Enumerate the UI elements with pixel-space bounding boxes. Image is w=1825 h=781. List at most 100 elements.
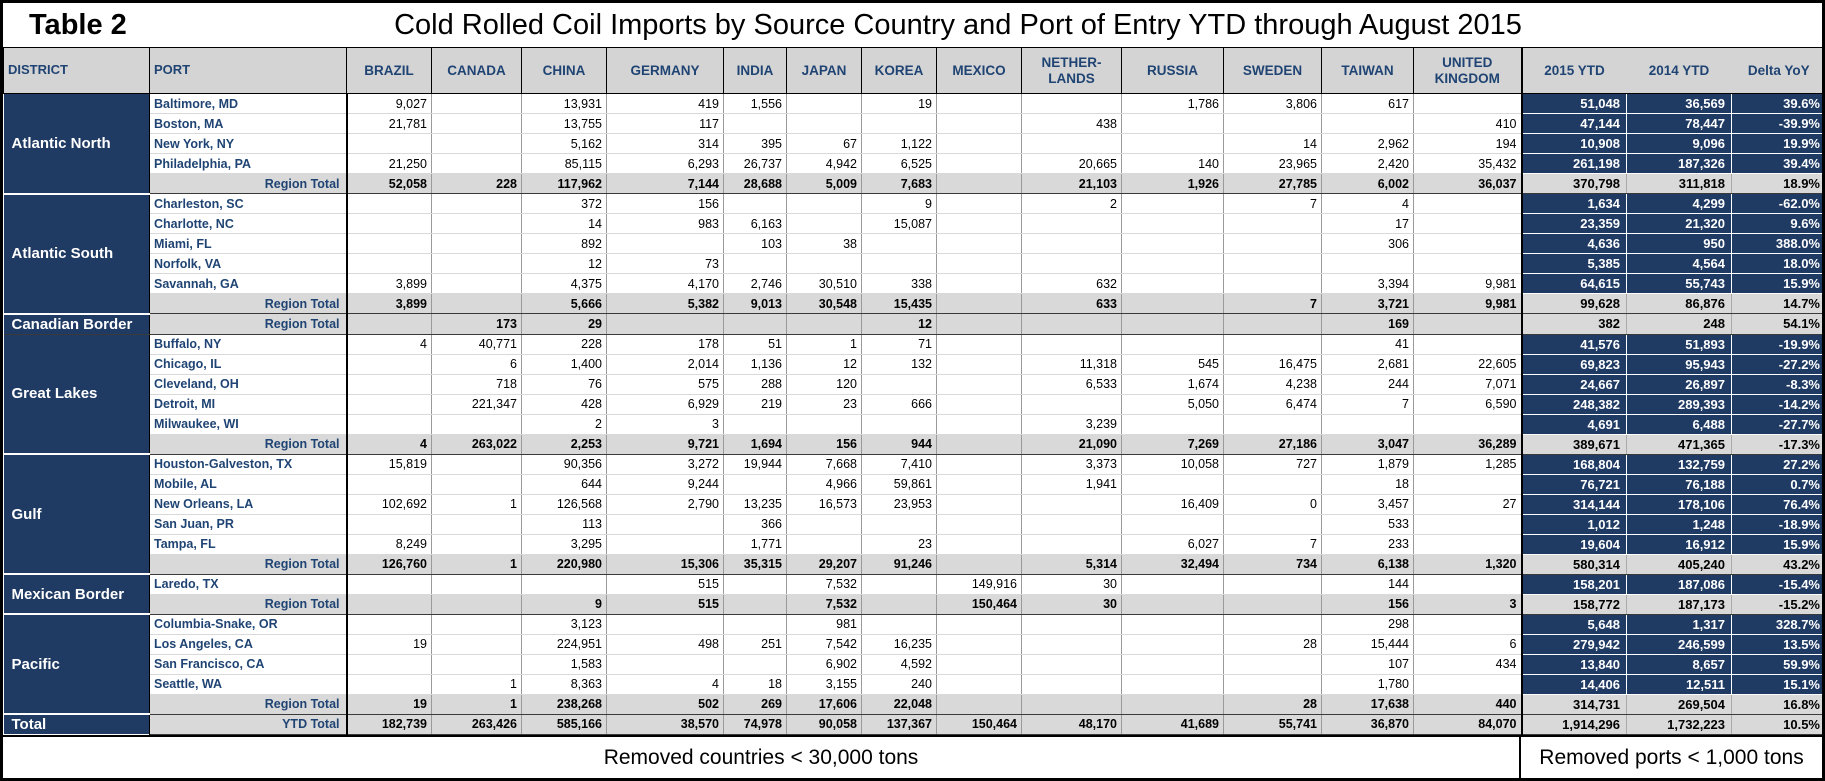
delta-yoy-cell[interactable]: 18.9% — [1731, 173, 1822, 194]
value-cell[interactable] — [1021, 213, 1122, 234]
value-cell[interactable]: 228 — [521, 334, 607, 355]
value-cell[interactable]: 251 — [723, 634, 787, 655]
value-cell[interactable] — [786, 514, 862, 535]
ytd-cell[interactable]: 13,840 — [1520, 654, 1627, 675]
value-cell[interactable] — [861, 253, 937, 274]
value-cell[interactable]: 585,166 — [521, 714, 607, 735]
value-cell[interactable]: 338 — [861, 273, 937, 294]
column-header-korea[interactable]: KOREA — [861, 47, 937, 94]
value-cell[interactable] — [431, 133, 522, 154]
value-cell[interactable]: 419 — [606, 93, 724, 114]
value-cell[interactable]: 718 — [431, 374, 522, 395]
value-cell[interactable] — [1413, 313, 1522, 335]
ytd-cell[interactable]: 47,144 — [1520, 113, 1627, 134]
value-cell[interactable]: 126,760 — [346, 554, 432, 575]
value-cell[interactable]: 727 — [1223, 454, 1322, 475]
value-cell[interactable] — [1021, 514, 1122, 535]
value-cell[interactable]: 1,136 — [723, 354, 787, 375]
value-cell[interactable]: 314 — [606, 133, 724, 154]
ytd-cell[interactable]: 9,096 — [1626, 133, 1732, 154]
port-cell[interactable]: Mobile, AL — [149, 474, 348, 495]
port-cell[interactable]: Chicago, IL — [149, 354, 348, 375]
value-cell[interactable] — [936, 334, 1022, 355]
value-cell[interactable] — [431, 574, 522, 595]
value-cell[interactable]: 19 — [346, 634, 432, 655]
value-cell[interactable] — [521, 574, 607, 595]
ytd-cell[interactable]: 1,914,296 — [1520, 714, 1627, 735]
ytd-cell[interactable]: 261,198 — [1520, 153, 1627, 174]
value-cell[interactable] — [936, 414, 1022, 435]
value-cell[interactable] — [1021, 534, 1122, 555]
value-cell[interactable] — [431, 514, 522, 535]
value-cell[interactable]: 7 — [1223, 293, 1322, 314]
ytd-cell[interactable]: 4,564 — [1626, 253, 1732, 274]
value-cell[interactable] — [431, 414, 522, 435]
value-cell[interactable] — [1223, 253, 1322, 274]
value-cell[interactable]: 117,962 — [521, 173, 607, 194]
value-cell[interactable]: 632 — [1021, 273, 1122, 294]
value-cell[interactable]: 178 — [606, 334, 724, 355]
value-cell[interactable]: 16,409 — [1121, 494, 1224, 515]
value-cell[interactable] — [936, 193, 1022, 214]
value-cell[interactable]: 9,981 — [1413, 293, 1522, 314]
value-cell[interactable]: 515 — [606, 594, 724, 615]
ytd-cell[interactable]: 64,615 — [1520, 273, 1627, 294]
value-cell[interactable]: 19,944 — [723, 454, 787, 475]
column-header-united-kingdom[interactable]: UNITED KINGDOM — [1413, 47, 1522, 94]
value-cell[interactable]: 13,931 — [521, 93, 607, 114]
value-cell[interactable] — [723, 113, 787, 134]
value-cell[interactable]: 7 — [1223, 534, 1322, 555]
value-cell[interactable] — [786, 313, 862, 335]
value-cell[interactable]: 28,688 — [723, 173, 787, 194]
value-cell[interactable] — [1413, 233, 1522, 254]
value-cell[interactable]: 6,929 — [606, 394, 724, 415]
value-cell[interactable] — [936, 674, 1022, 695]
value-cell[interactable]: 372 — [521, 193, 607, 214]
value-cell[interactable] — [346, 394, 432, 415]
value-cell[interactable] — [1321, 414, 1414, 435]
value-cell[interactable] — [1021, 674, 1122, 695]
value-cell[interactable]: 1,694 — [723, 434, 787, 455]
value-cell[interactable] — [936, 394, 1022, 415]
value-cell[interactable]: 5,382 — [606, 293, 724, 314]
delta-yoy-cell[interactable]: 328.7% — [1731, 614, 1822, 635]
ytd-cell[interactable]: 36,569 — [1626, 93, 1732, 114]
value-cell[interactable] — [786, 193, 862, 214]
value-cell[interactable]: 7,542 — [786, 634, 862, 655]
value-cell[interactable]: 23,953 — [861, 494, 937, 515]
port-cell[interactable]: Cleveland, OH — [149, 374, 348, 395]
value-cell[interactable]: 27,186 — [1223, 434, 1322, 455]
value-cell[interactable]: 1,786 — [1121, 93, 1224, 114]
ytd-cell[interactable]: 248,382 — [1520, 394, 1627, 415]
value-cell[interactable]: 7,410 — [861, 454, 937, 475]
value-cell[interactable]: 35,315 — [723, 554, 787, 575]
value-cell[interactable] — [431, 293, 522, 314]
port-cell[interactable]: Buffalo, NY — [149, 334, 348, 355]
region-total-label[interactable]: Region Total — [149, 594, 348, 615]
value-cell[interactable] — [1321, 253, 1414, 274]
value-cell[interactable] — [936, 173, 1022, 194]
value-cell[interactable] — [1021, 233, 1122, 254]
value-cell[interactable]: 19 — [346, 694, 432, 715]
value-cell[interactable] — [936, 93, 1022, 114]
value-cell[interactable] — [346, 213, 432, 234]
ytd-cell[interactable]: 99,628 — [1520, 293, 1627, 314]
value-cell[interactable] — [936, 514, 1022, 535]
ytd-total-label[interactable]: YTD Total — [149, 714, 348, 735]
value-cell[interactable]: 27 — [1413, 494, 1522, 515]
port-cell[interactable]: Philadelphia, PA — [149, 153, 348, 174]
delta-yoy-cell[interactable]: 14.7% — [1731, 293, 1822, 314]
value-cell[interactable]: 30 — [1021, 594, 1122, 615]
value-cell[interactable] — [786, 534, 862, 555]
ytd-cell[interactable]: 4,299 — [1626, 193, 1732, 214]
value-cell[interactable] — [723, 253, 787, 274]
value-cell[interactable]: 27,785 — [1223, 173, 1322, 194]
value-cell[interactable]: 23,965 — [1223, 153, 1322, 174]
value-cell[interactable]: 1,400 — [521, 354, 607, 375]
value-cell[interactable]: 3,899 — [346, 293, 432, 314]
value-cell[interactable]: 3,272 — [606, 454, 724, 475]
value-cell[interactable]: 644 — [521, 474, 607, 495]
value-cell[interactable] — [431, 193, 522, 214]
value-cell[interactable]: 0 — [1223, 494, 1322, 515]
value-cell[interactable] — [431, 153, 522, 174]
